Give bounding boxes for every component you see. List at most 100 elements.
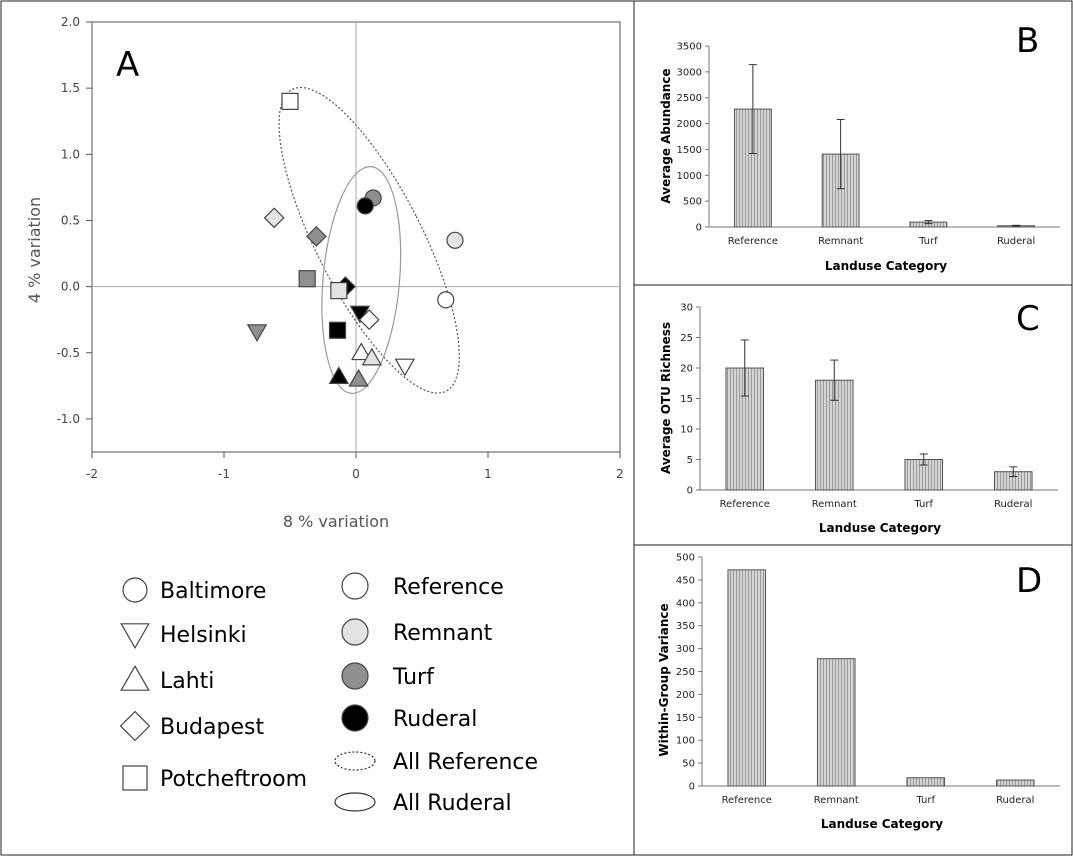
panel-c-chart: 0 5 10 15 20 25 30 Reference Remnant Turf Ruderal [680,303,1058,510]
all-ruderal-ellipse [321,165,402,395]
y-tick-label: 2500 [677,93,702,104]
panel-a-points [246,92,464,387]
y-tick-label: 1500 [677,145,702,156]
panel-a: -2 -1 0 1 2 -1.0 -0.5 0.0 0.5 1.0 1.5 2.0 A 8 % var… [25,15,624,816]
panel-a-axes: -2 -1 0 1 2 -1.0 -0.5 0.0 0.5 1.0 1.5 2.0 [57,15,624,481]
legend-ellipse-label: All Ruderal [393,791,512,816]
y-tick-label: -0.5 [57,346,80,360]
panel-d-letter: D [1016,561,1042,601]
legend-ellipse-label: All Reference [393,750,538,775]
y-tick-label: 25 [680,333,693,344]
x-tick-label: Remnant [814,795,859,806]
panel-b-chart: 0 500 1000 1500 2000 2500 3000 3500 Reference Rem… [677,42,1060,247]
legend-dotted-ellipse-icon [334,751,376,771]
legend-city-label: Budapest [160,715,264,740]
legend-landuse-swatch [341,572,369,600]
x-tick-label: -2 [86,467,98,481]
bar [727,569,767,787]
y-tick-label: -1.0 [57,412,80,426]
y-tick-label: 2000 [677,119,702,130]
panel-c-ylabel: Average OTU Richness [659,322,673,474]
y-tick-label: 500 [676,553,695,564]
y-tick-label: 10 [680,425,693,436]
legend-landuse-swatch [341,704,369,732]
square-icon [122,765,148,791]
x-tick-label: -1 [218,467,230,481]
scatter-point-diamond [305,225,327,247]
y-tick-label: 3000 [677,67,702,78]
circle-icon [122,577,148,603]
diamond-icon [119,710,151,742]
y-tick-label: 1000 [677,171,702,182]
scatter-point-triangle-up [361,347,383,366]
scatter-point-circle [356,197,374,215]
y-tick-label: 1.5 [61,81,80,95]
x-tick-label: Ruderal [997,236,1035,247]
y-tick-label: 20 [680,364,693,375]
bar [995,779,1035,787]
x-tick-label: Turf [915,795,935,806]
panel-c-xlabel: Landuse Category [819,521,941,535]
legend-landuse-swatch [341,662,369,690]
x-tick-label: 0 [352,467,360,481]
bar [906,777,946,787]
x-tick-label: Reference [722,795,772,806]
scatter-point-triangle-up [351,342,372,361]
panel-d-chart: 0 50 100 150 200 250 300 350 400 450 500 Reference R… [676,553,1060,806]
scatter-point-circle [446,231,464,249]
panel-d-xlabel: Landuse Category [821,817,943,831]
x-tick-label: Reference [728,236,778,247]
panel-b-letter: B [1016,21,1039,61]
panel-c-letter: C [1016,299,1040,339]
legend-landuse-label: Reference [393,575,504,600]
y-tick-label: 5 [687,455,693,466]
panel-a-ylabel: 4 % variation [25,197,44,303]
panel-b-xlabel: Landuse Category [825,259,947,273]
y-tick-label: 300 [676,644,695,655]
y-tick-label: 250 [676,667,695,678]
legend-solid-ellipse-icon [334,792,376,812]
bar [816,658,856,787]
panel-a-legend: Baltimore Helsinki Lahti Budapest Potcheftro… [119,572,538,816]
x-tick-label: Remnant [818,236,863,247]
y-tick-label: 50 [682,759,695,770]
legend-landuse-label: Turf [392,665,435,690]
panel-b: 0 500 1000 1500 2000 2500 3000 3500 Reference Rem… [659,21,1060,273]
scatter-point-circle [437,291,455,309]
bar [821,153,860,228]
x-tick-label: Turf [918,236,938,247]
y-tick-label: 0 [687,486,693,497]
y-tick-label: 350 [676,621,695,632]
panel-a-letter: A [116,45,139,85]
scatter-point-square [298,270,316,288]
legend-city-label: Baltimore [160,579,266,604]
y-tick-label: 3500 [677,42,702,53]
y-tick-label: 450 [676,575,695,586]
x-tick-label: 1 [484,467,492,481]
x-tick-label: Turf [913,499,933,510]
y-tick-label: 400 [676,598,695,609]
legend-landuse-swatch [341,618,369,646]
triangle-down-icon [120,623,150,650]
y-tick-label: 500 [683,197,702,208]
y-tick-label: 1.0 [61,147,80,161]
legend-landuse-label: Remnant [393,621,493,646]
y-tick-label: 0 [689,782,695,793]
x-tick-label: Ruderal [994,499,1032,510]
scatter-point-triangle-down [394,358,416,377]
panel-d-ylabel: Within-Group Variance [657,603,671,756]
x-tick-label: Ruderal [996,795,1034,806]
triangle-up-icon [120,664,150,691]
x-tick-label: 2 [616,467,624,481]
x-tick-label: Remnant [812,499,857,510]
panel-b-ylabel: Average Abundance [659,68,673,203]
scatter-point-square [328,321,347,339]
scatter-point-triangle-up [348,368,369,387]
y-tick-label: 0.5 [61,213,80,227]
scatter-point-triangle-up [328,366,350,384]
legend-city-label: Lahti [160,669,214,694]
x-tick-label: Reference [720,499,770,510]
